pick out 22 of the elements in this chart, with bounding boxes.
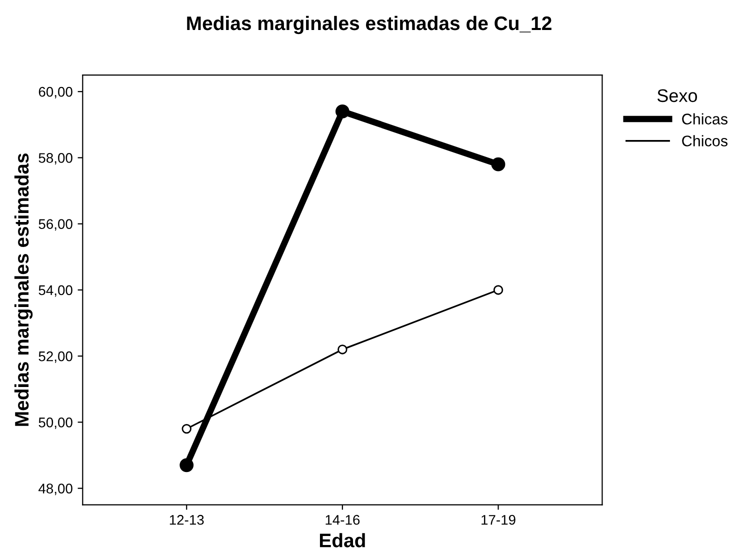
y-tick-label: 56,00 — [38, 219, 72, 231]
legend-label: Chicas — [682, 113, 728, 124]
point — [491, 157, 506, 172]
legend-label: Chicos — [682, 135, 728, 146]
point — [180, 458, 194, 472]
y-tick-label: 60,00 — [38, 86, 72, 98]
x-axis-title: Edad — [320, 533, 365, 548]
chart-title: Medias marginales estimadas de Cu_12 — [187, 16, 552, 34]
y-tick-label: 48,00 — [38, 484, 72, 496]
point — [493, 285, 504, 295]
y-axis-title: Medias marginales estimadas — [14, 153, 33, 426]
x-tick-label: 17-19 — [482, 514, 516, 525]
x-tick-label: 14-16 — [326, 514, 360, 525]
point — [335, 104, 350, 118]
y-tick-label: 50,00 — [38, 418, 72, 430]
y-tick-label: 52,00 — [38, 351, 72, 363]
point — [338, 344, 348, 354]
y-tick-label: 58,00 — [38, 153, 72, 165]
y-tick-label: 54,00 — [38, 285, 72, 297]
x-tick-label: 12-13 — [170, 514, 204, 525]
point — [182, 424, 192, 434]
legend-title: Sexo — [657, 89, 698, 102]
